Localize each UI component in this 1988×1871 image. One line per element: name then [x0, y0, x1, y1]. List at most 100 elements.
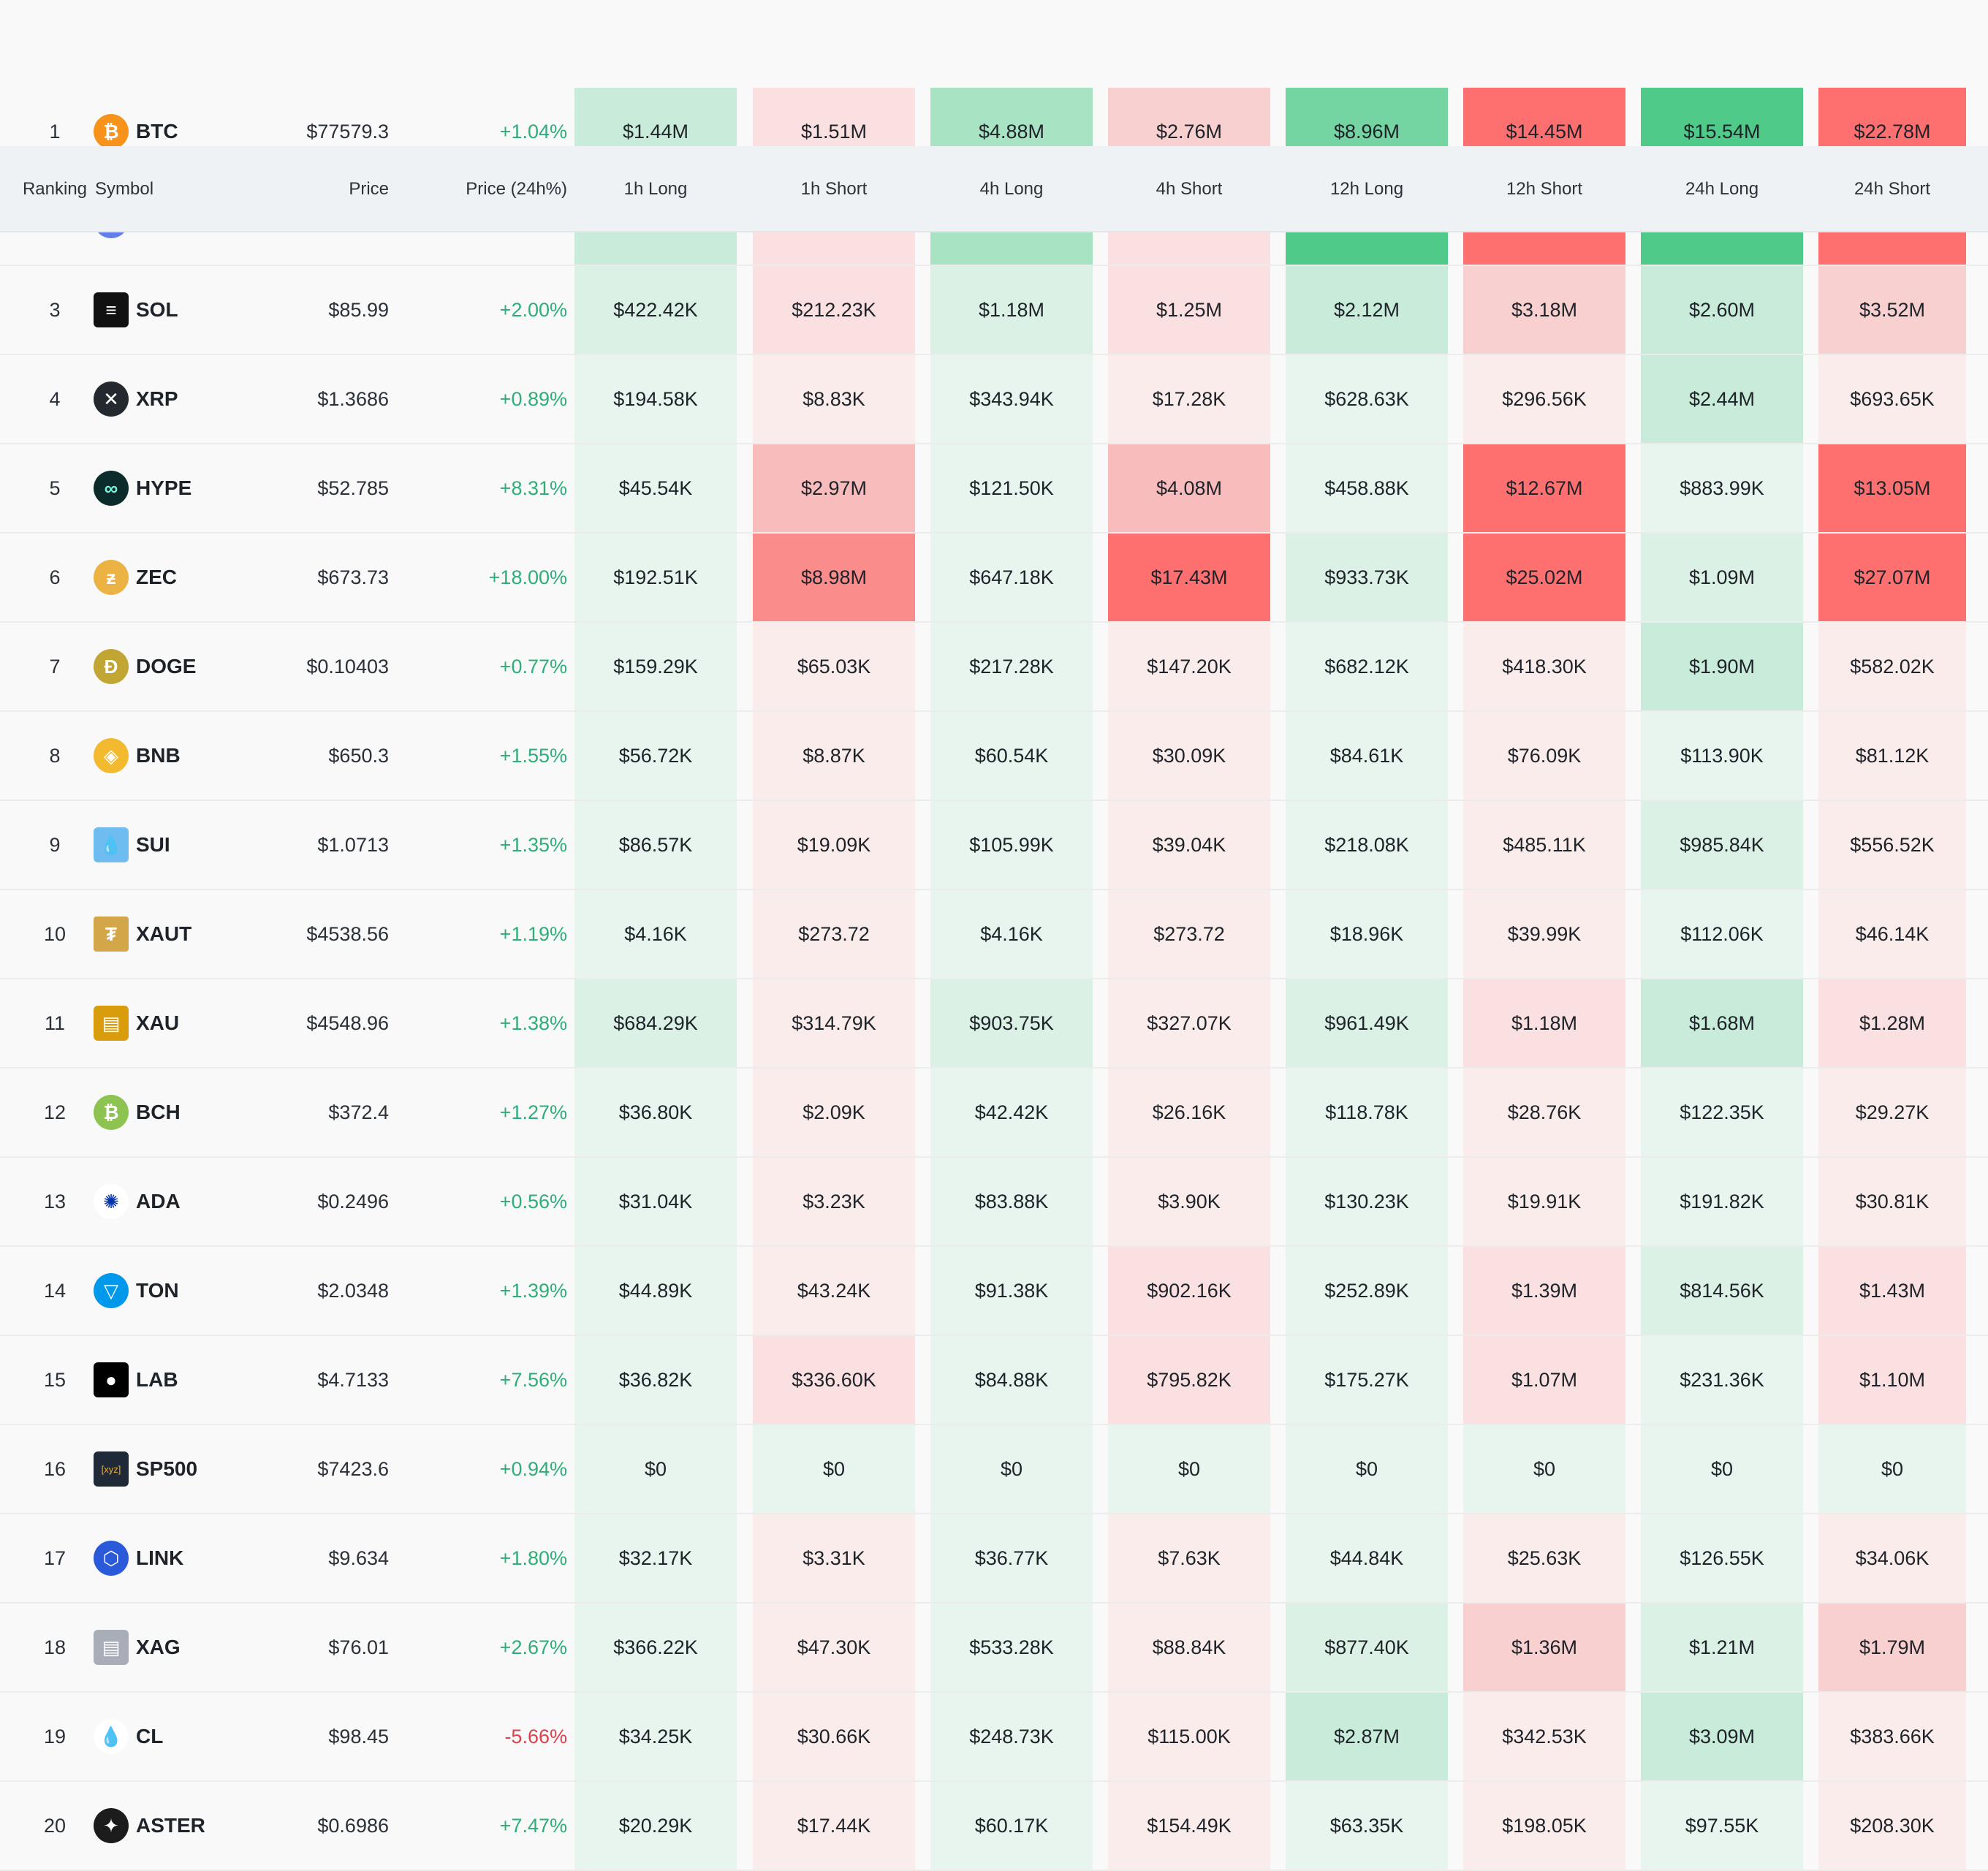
table-row[interactable]: $0 $0 $0 $0 $0 $0 $0 $0 16 [xyz] SP500 $7423.6 +0.94…	[0, 1425, 1988, 1514]
cell-1h-long: $86.57K	[574, 801, 737, 889]
cell-12h-short: $28.76K	[1463, 1069, 1625, 1156]
col-symbol[interactable]: Symbol	[95, 179, 154, 199]
col-ranking[interactable]: Ranking	[22, 179, 88, 199]
table-row[interactable]: $34.25K $30.66K $248.73K $115.00K $2.87M $342…	[0, 1693, 1988, 1782]
table-row[interactable]: $366.22K $47.30K $533.28K $88.84K $877.40K $1…	[0, 1604, 1988, 1693]
cell-12h-short: $19.91K	[1463, 1158, 1625, 1245]
symbol-cell[interactable]: ✕ XRP	[94, 355, 284, 443]
symbol-cell[interactable]: ▽ TON	[94, 1247, 284, 1335]
col-24h-long[interactable]: 24h Long	[1685, 179, 1759, 199]
table-row[interactable]: $86.57K $19.09K $105.99K $39.04K $218.08K $48…	[0, 801, 1988, 890]
table-row[interactable]: $192.51K $8.98M $647.18K $17.43M $933.73K $25…	[0, 534, 1988, 623]
cell-1h-short: $8.98M	[753, 534, 915, 621]
table-row[interactable]: $159.29K $65.03K $217.28K $147.20K $682.12K $…	[0, 623, 1988, 712]
sui-icon: 💧	[94, 827, 129, 862]
bch-icon: ₿	[94, 1095, 129, 1130]
cell-24h-long: $2.60M	[1641, 266, 1803, 354]
cell-24h-long: $1.90M	[1641, 623, 1803, 710]
cell-4h-long: $343.94K	[930, 355, 1093, 443]
symbol-cell[interactable]: ▤ XAG	[94, 1604, 284, 1691]
symbol-cell[interactable]: ● LAB	[94, 1336, 284, 1424]
col-1h-short[interactable]: 1h Short	[800, 179, 868, 199]
btc-icon: ₿	[94, 114, 129, 149]
price-change: +18.00%	[488, 566, 567, 588]
table-row[interactable]: $32.17K $3.31K $36.77K $7.63K $44.84K $25.63K…	[0, 1514, 1988, 1604]
table-row[interactable]: $45.54K $2.97M $121.50K $4.08M $458.88K $12.6…	[0, 444, 1988, 534]
cell-12h-long: $175.27K	[1286, 1336, 1448, 1424]
table-row[interactable]: $36.80K $2.09K $42.42K $26.16K $118.78K $28.7…	[0, 1069, 1988, 1158]
price: $0.10403	[306, 655, 389, 678]
cell-4h-short: $3.90K	[1108, 1158, 1270, 1245]
cell-4h-short: $902.16K	[1108, 1247, 1270, 1335]
symbol-label: ZEC	[136, 566, 177, 588]
cell-24h-long: $1.68M	[1641, 979, 1803, 1067]
col-price[interactable]: Price	[349, 179, 389, 199]
zec-icon: ƶ	[94, 560, 129, 595]
symbol-cell[interactable]: ▤ XAU	[94, 979, 284, 1067]
price-change: +8.31%	[499, 477, 567, 499]
price: $77579.3	[306, 120, 389, 143]
rank: 13	[43, 1190, 67, 1212]
col-1h-long[interactable]: 1h Long	[623, 179, 688, 199]
symbol-cell[interactable]: [xyz] SP500	[94, 1425, 284, 1513]
price: $1.3686	[317, 387, 389, 410]
cell-1h-short: $314.79K	[753, 979, 915, 1067]
cell-24h-long: $122.35K	[1641, 1069, 1803, 1156]
rank: 18	[43, 1636, 67, 1658]
cell-4h-short: $1.25M	[1108, 266, 1270, 354]
table-row[interactable]: $194.58K $8.83K $343.94K $17.28K $628.63K $29…	[0, 355, 1988, 444]
rank: 14	[43, 1279, 67, 1302]
xau-icon: ▤	[94, 1006, 129, 1041]
cell-4h-long: $903.75K	[930, 979, 1093, 1067]
col-24h-short[interactable]: 24h Short	[1854, 179, 1931, 199]
symbol-cell[interactable]: ƶ ZEC	[94, 534, 284, 621]
cell-12h-short: $1.07M	[1463, 1336, 1625, 1424]
table-row[interactable]: $56.72K $8.87K $60.54K $30.09K $84.61K $76.09…	[0, 712, 1988, 801]
table-row[interactable]: $684.29K $314.79K $903.75K $327.07K $961.49K…	[0, 979, 1988, 1069]
cell-12h-short: $1.39M	[1463, 1247, 1625, 1335]
symbol-cell[interactable]: ✦ ASTER	[94, 1782, 284, 1870]
symbol-cell[interactable]: 💧 CL	[94, 1693, 284, 1780]
symbol-cell[interactable]: ≡ SOL	[94, 266, 284, 354]
cell-24h-long: $0	[1641, 1425, 1803, 1513]
col-12h-long[interactable]: 12h Long	[1329, 179, 1404, 199]
cell-4h-long: $217.28K	[930, 623, 1093, 710]
symbol-cell[interactable]: ₿ BCH	[94, 1069, 284, 1156]
cell-12h-short: $25.02M	[1463, 534, 1625, 621]
symbol-cell[interactable]: ₿ BTC	[94, 88, 284, 175]
ton-icon: ▽	[94, 1273, 129, 1308]
table-row[interactable]: $31.04K $3.23K $83.88K $3.90K $130.23K $19.91…	[0, 1158, 1988, 1247]
cell-24h-short: $556.52K	[1818, 801, 1966, 889]
symbol-label: XAU	[136, 1012, 180, 1034]
xag-icon: ▤	[94, 1630, 129, 1665]
table-row[interactable]: $20.29K $17.44K $60.17K $154.49K $63.35K $198…	[0, 1782, 1988, 1871]
symbol-cell[interactable]: ∞ HYPE	[94, 444, 284, 532]
cell-24h-short: $1.28M	[1818, 979, 1966, 1067]
symbol-label: BNB	[136, 744, 181, 767]
rank: 1	[49, 120, 61, 143]
col-4h-long[interactable]: 4h Long	[979, 179, 1044, 199]
table-row[interactable]: $44.89K $43.24K $91.38K $902.16K $252.89K $1.…	[0, 1247, 1988, 1336]
symbol-cell[interactable]: Ð DOGE	[94, 623, 284, 710]
symbol-cell[interactable]: ◈ BNB	[94, 712, 284, 800]
symbol-cell[interactable]: ₮ XAUT	[94, 890, 284, 978]
table-row[interactable]: $1.44M $1.51M $4.88M $2.76M $8.96M $14.45M $15…	[0, 88, 1988, 177]
table-row[interactable]: $36.82K $336.60K $84.88K $795.82K $175.27K $1…	[0, 1336, 1988, 1425]
table-row[interactable]: $4.16K $273.72 $4.16K $273.72 $18.96K $39.99K…	[0, 890, 1988, 979]
price-change: +1.39%	[499, 1279, 567, 1302]
col-4h-short[interactable]: 4h Short	[1156, 179, 1223, 199]
symbol-cell[interactable]: ⬡ LINK	[94, 1514, 284, 1602]
rank: 17	[43, 1546, 67, 1569]
symbol-cell[interactable]: 💧 SUI	[94, 801, 284, 889]
col-12h-short[interactable]: 12h Short	[1506, 179, 1583, 199]
col-price-change[interactable]: Price (24h%)	[466, 179, 567, 199]
cell-4h-short: $115.00K	[1108, 1693, 1270, 1780]
price: $76.01	[328, 1636, 389, 1658]
table-row[interactable]: $422.42K $212.23K $1.18M $1.25M $2.12M $3.18M…	[0, 266, 1988, 355]
cell-24h-long: $126.55K	[1641, 1514, 1803, 1602]
cell-4h-short: $795.82K	[1108, 1336, 1270, 1424]
price-change: +0.94%	[499, 1457, 567, 1480]
cell-24h-long: $3.09M	[1641, 1693, 1803, 1780]
cell-1h-long: $159.29K	[574, 623, 737, 710]
symbol-cell[interactable]: ✺ ADA	[94, 1158, 284, 1245]
